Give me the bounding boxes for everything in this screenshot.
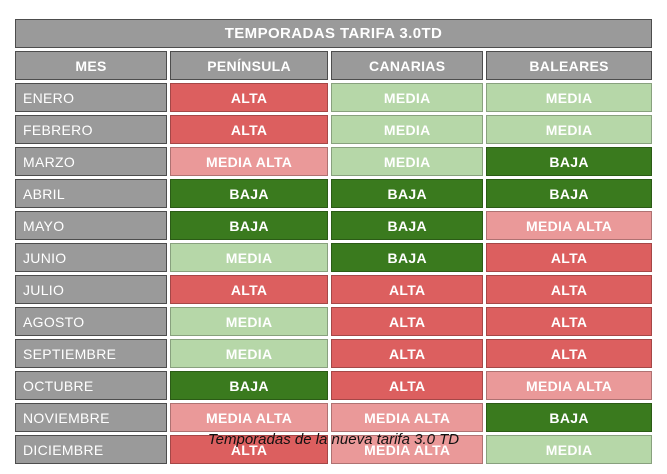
table-row: ABRIL BAJA BAJA BAJA	[15, 179, 652, 208]
season-cell: ALTA	[331, 339, 484, 368]
month-cell: ENERO	[15, 83, 167, 112]
season-cell: MEDIA	[486, 83, 652, 112]
table-row: ENERO ALTA MEDIA MEDIA	[15, 83, 652, 112]
season-cell: ALTA	[486, 275, 652, 304]
season-cell: MEDIA	[331, 83, 484, 112]
month-cell: ABRIL	[15, 179, 167, 208]
month-cell: SEPTIEMBRE	[15, 339, 167, 368]
season-cell: BAJA	[486, 403, 652, 432]
season-cell: MEDIA	[486, 115, 652, 144]
table-row: OCTUBRE BAJA ALTA MEDIA ALTA	[15, 371, 652, 400]
seasons-table-wrap: TEMPORADAS TARIFA 3.0TD MES PENÍNSULA CANA…	[12, 16, 655, 467]
season-cell: MEDIA	[331, 147, 484, 176]
month-cell: JULIO	[15, 275, 167, 304]
season-cell: ALTA	[331, 371, 484, 400]
table-row: NOVIEMBRE MEDIA ALTA MEDIA ALTA BAJA	[15, 403, 652, 432]
season-cell: MEDIA ALTA	[331, 403, 484, 432]
table-row: DICIEMBRE ALTA MEDIA ALTA MEDIA	[15, 435, 652, 464]
season-cell: MEDIA	[486, 435, 652, 464]
season-cell: MEDIA ALTA	[169, 403, 329, 432]
season-cell: MEDIA	[169, 243, 329, 272]
season-cell: BAJA	[486, 147, 652, 176]
column-header-row: MES PENÍNSULA CANARIAS BALEARES	[15, 51, 652, 80]
season-cell: ALTA	[169, 115, 329, 144]
month-cell: JUNIO	[15, 243, 167, 272]
season-cell: MEDIA ALTA	[331, 435, 484, 464]
season-cell: ALTA	[169, 275, 329, 304]
month-cell: NOVIEMBRE	[15, 403, 167, 432]
month-cell: MARZO	[15, 147, 167, 176]
season-cell: MEDIA ALTA	[486, 211, 652, 240]
season-cell: ALTA	[169, 83, 329, 112]
season-cell: BAJA	[169, 371, 329, 400]
season-cell: ALTA	[486, 307, 652, 336]
season-cell: ALTA	[486, 243, 652, 272]
season-cell: BAJA	[331, 211, 484, 240]
month-cell: OCTUBRE	[15, 371, 167, 400]
table-body: ENERO ALTA MEDIA MEDIA FEBRERO ALTA MEDIA MEDIA…	[15, 83, 652, 464]
seasons-table: TEMPORADAS TARIFA 3.0TD MES PENÍNSULA CANA…	[12, 16, 655, 467]
season-cell: MEDIA ALTA	[169, 147, 329, 176]
season-cell: BAJA	[169, 211, 329, 240]
title-row: TEMPORADAS TARIFA 3.0TD	[15, 19, 652, 48]
month-cell: AGOSTO	[15, 307, 167, 336]
season-cell: MEDIA	[169, 339, 329, 368]
season-cell: MEDIA ALTA	[486, 371, 652, 400]
season-cell: ALTA	[169, 435, 329, 464]
figure-caption: Temporadas de la nueva tarifa 3.0 TD	[207, 431, 460, 448]
month-cell: DICIEMBRE	[15, 435, 167, 464]
table-row: MAYO BAJA BAJA MEDIA ALTA	[15, 211, 652, 240]
column-header: CANARIAS	[331, 51, 484, 80]
season-cell: MEDIA	[169, 307, 329, 336]
column-header: BALEARES	[486, 51, 652, 80]
month-cell: MAYO	[15, 211, 167, 240]
table-title: TEMPORADAS TARIFA 3.0TD	[15, 19, 652, 48]
season-cell: BAJA	[331, 179, 484, 208]
column-header: MES	[15, 51, 167, 80]
table-row: MARZO MEDIA ALTA MEDIA BAJA	[15, 147, 652, 176]
table-row: AGOSTO MEDIA ALTA ALTA	[15, 307, 652, 336]
season-cell: BAJA	[331, 243, 484, 272]
season-cell: BAJA	[486, 179, 652, 208]
season-cell: ALTA	[331, 275, 484, 304]
table-row: FEBRERO ALTA MEDIA MEDIA	[15, 115, 652, 144]
table-row: JUNIO MEDIA BAJA ALTA	[15, 243, 652, 272]
season-cell: ALTA	[486, 339, 652, 368]
month-cell: FEBRERO	[15, 115, 167, 144]
season-cell: MEDIA	[331, 115, 484, 144]
column-header: PENÍNSULA	[169, 51, 329, 80]
season-cell: ALTA	[331, 307, 484, 336]
season-cell: BAJA	[169, 179, 329, 208]
table-row: JULIO ALTA ALTA ALTA	[15, 275, 652, 304]
table-row: SEPTIEMBRE MEDIA ALTA ALTA	[15, 339, 652, 368]
